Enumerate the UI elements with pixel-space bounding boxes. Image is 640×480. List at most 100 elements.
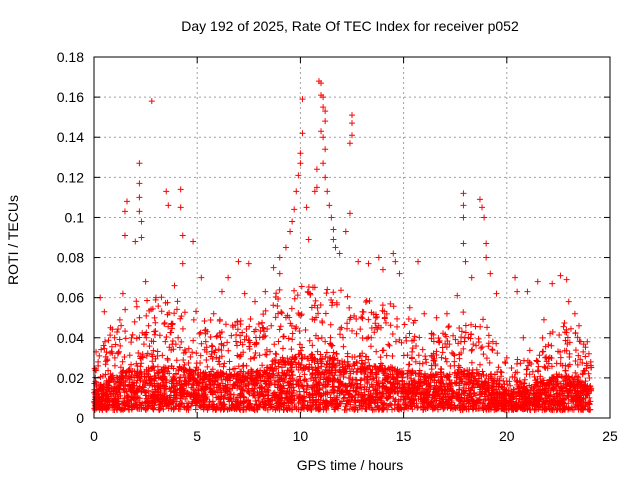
data-point <box>406 330 413 337</box>
data-point <box>102 338 109 345</box>
data-point <box>573 373 580 380</box>
data-point <box>554 374 561 381</box>
data-point <box>408 372 415 379</box>
data-point <box>293 376 300 383</box>
data-point <box>372 363 379 370</box>
data-point <box>324 367 331 374</box>
data-point <box>557 354 564 361</box>
data-point <box>559 406 566 413</box>
data-point <box>470 404 477 411</box>
data-point <box>346 210 353 217</box>
data-point <box>579 371 586 378</box>
data-point <box>121 353 128 360</box>
data-point <box>434 402 441 409</box>
data-point <box>201 317 208 324</box>
data-point <box>372 400 379 407</box>
data-point <box>460 309 467 316</box>
data-point <box>322 378 329 385</box>
data-point <box>571 387 578 394</box>
data-point <box>234 326 241 333</box>
data-point <box>422 356 429 363</box>
data-point <box>151 331 158 338</box>
data-point <box>406 396 413 403</box>
data-point <box>574 334 581 341</box>
data-point <box>111 362 118 369</box>
data-point <box>487 270 494 277</box>
data-point <box>324 286 331 293</box>
data-point <box>223 387 230 394</box>
data-point <box>179 260 186 267</box>
data-point <box>389 331 396 338</box>
data-point <box>473 370 480 377</box>
data-point <box>344 350 351 357</box>
data-point <box>107 324 114 331</box>
data-point <box>458 328 465 335</box>
data-point <box>542 343 549 350</box>
data-point <box>329 299 336 306</box>
data-point <box>309 354 316 361</box>
data-point <box>142 389 149 396</box>
data-point <box>458 391 465 398</box>
y-tick-label: 0.04 <box>57 330 84 346</box>
data-point <box>169 341 176 348</box>
data-point <box>496 377 503 384</box>
data-point <box>345 398 352 405</box>
data-point <box>310 377 317 384</box>
data-point <box>465 385 472 392</box>
data-point <box>95 358 102 365</box>
data-point <box>552 382 559 389</box>
data-point <box>136 208 143 215</box>
data-point <box>471 389 478 396</box>
data-point <box>498 369 505 376</box>
data-point <box>438 380 445 387</box>
data-point <box>200 369 207 376</box>
data-point <box>206 375 213 382</box>
data-point <box>368 324 375 331</box>
data-point <box>313 314 320 321</box>
data-point <box>514 381 521 388</box>
data-point <box>560 399 567 406</box>
data-point <box>121 232 128 239</box>
data-point <box>367 366 374 373</box>
data-point <box>561 319 568 326</box>
data-point <box>398 370 405 377</box>
data-point <box>569 374 576 381</box>
data-point <box>392 378 399 385</box>
data-point <box>372 394 379 401</box>
data-point <box>94 394 101 401</box>
data-point <box>320 104 327 111</box>
y-tick-label: 0.14 <box>57 129 84 145</box>
data-point <box>224 339 231 346</box>
data-point <box>428 401 435 408</box>
data-point <box>478 345 485 352</box>
data-point <box>567 325 574 332</box>
data-point <box>344 293 351 300</box>
data-point <box>165 323 172 330</box>
data-point <box>267 348 274 355</box>
data-point <box>426 382 433 389</box>
data-point <box>574 397 581 404</box>
data-point <box>218 394 225 401</box>
data-point <box>439 398 446 405</box>
data-point <box>340 388 347 395</box>
data-point <box>210 381 217 388</box>
data-point <box>403 380 410 387</box>
data-point <box>497 393 504 400</box>
data-point <box>164 311 171 318</box>
data-point <box>415 352 422 359</box>
data-point <box>121 401 128 408</box>
data-point <box>163 188 170 195</box>
data-point <box>357 377 364 384</box>
data-point <box>401 321 408 328</box>
data-point <box>275 363 282 370</box>
data-point <box>272 314 279 321</box>
data-point <box>122 335 129 342</box>
data-point <box>548 363 555 370</box>
data-point <box>499 405 506 412</box>
data-point <box>126 383 133 390</box>
data-point <box>373 371 380 378</box>
data-point <box>306 364 313 371</box>
data-point <box>548 374 555 381</box>
data-point <box>480 397 487 404</box>
data-point <box>346 397 353 404</box>
